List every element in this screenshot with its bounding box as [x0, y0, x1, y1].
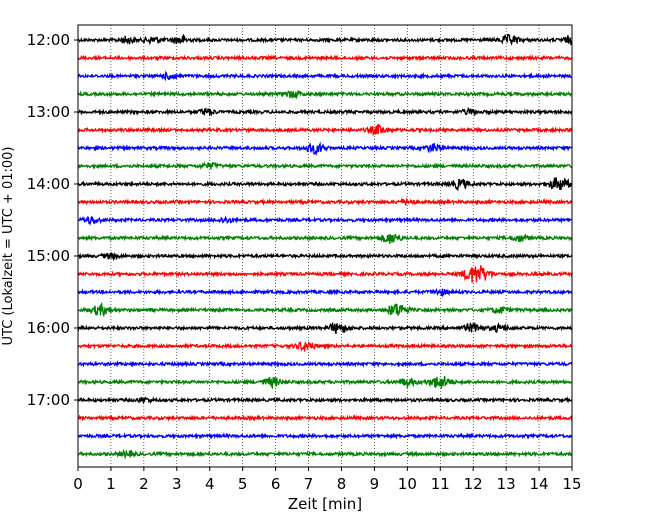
- y-tick-label: 12:00: [27, 31, 70, 49]
- seismogram-trace: [77, 197, 573, 206]
- seismogram-trace: [77, 360, 573, 368]
- x-tick-label: 8: [337, 475, 347, 493]
- x-tick-label: 5: [238, 475, 248, 493]
- y-axis: 12:00 13:00 14:00 15:00 16:00 17:00: [27, 31, 78, 409]
- seismogram-trace: [77, 414, 573, 422]
- y-tick-label: 13:00: [27, 103, 70, 121]
- y-tick-label: 17:00: [27, 391, 70, 409]
- seismogram-trace: [77, 88, 573, 100]
- seismogram-trace: [77, 123, 573, 137]
- x-tick-label: 13: [497, 475, 516, 493]
- seismogram-trace: [77, 321, 573, 334]
- traces-layer: [77, 33, 573, 460]
- y-tick-label: 15:00: [27, 247, 70, 265]
- y-tick-label: 16:00: [27, 319, 70, 337]
- x-tick-label: 9: [370, 475, 380, 493]
- seismogram-trace: [77, 54, 573, 62]
- seismogram-trace: [77, 177, 573, 192]
- x-tick-label: 15: [562, 475, 581, 493]
- x-tick-label: 7: [304, 475, 314, 493]
- x-tick-label: 1: [106, 475, 116, 493]
- seismogram-trace: [77, 251, 573, 262]
- x-tick-label: 2: [139, 475, 149, 493]
- y-tick-label: 14:00: [27, 175, 70, 193]
- seismogram-trace: [77, 141, 573, 156]
- seismogram-trace: [77, 301, 573, 318]
- y-axis-label: UTC (Lokalzeit = UTC + 01:00): [1, 147, 16, 346]
- plot-frame: [77, 24, 573, 468]
- x-tick-label: 11: [431, 475, 450, 493]
- x-axis: 0 1 2 3 4 5 6 7 8 9 10 11 12 13 14 15: [73, 467, 582, 493]
- seismogram-trace: [77, 432, 573, 440]
- x-tick-label: 14: [530, 475, 549, 493]
- x-tick-label: 0: [73, 475, 83, 493]
- seismogram-trace: [77, 70, 573, 82]
- seismogram-trace: [77, 341, 573, 352]
- x-tick-label: 10: [398, 475, 417, 493]
- seismogram-trace: [77, 396, 573, 405]
- x-tick-label: 6: [271, 475, 281, 493]
- x-tick-label: 3: [172, 475, 182, 493]
- seismogram-trace: [77, 265, 573, 283]
- x-axis-label: Zeit [min]: [288, 495, 362, 513]
- seismogram-trace: [77, 106, 573, 117]
- seismogram-trace: [77, 233, 573, 244]
- x-tick-label: 4: [205, 475, 215, 493]
- seismogram-trace: [77, 287, 573, 298]
- seismogram-trace: [77, 33, 573, 46]
- seismogram-trace: [77, 448, 573, 460]
- seismogram-trace: [77, 215, 573, 227]
- seismogram-trace: [77, 375, 573, 390]
- x-tick-label: 12: [464, 475, 483, 493]
- seismogram-trace: [77, 161, 573, 171]
